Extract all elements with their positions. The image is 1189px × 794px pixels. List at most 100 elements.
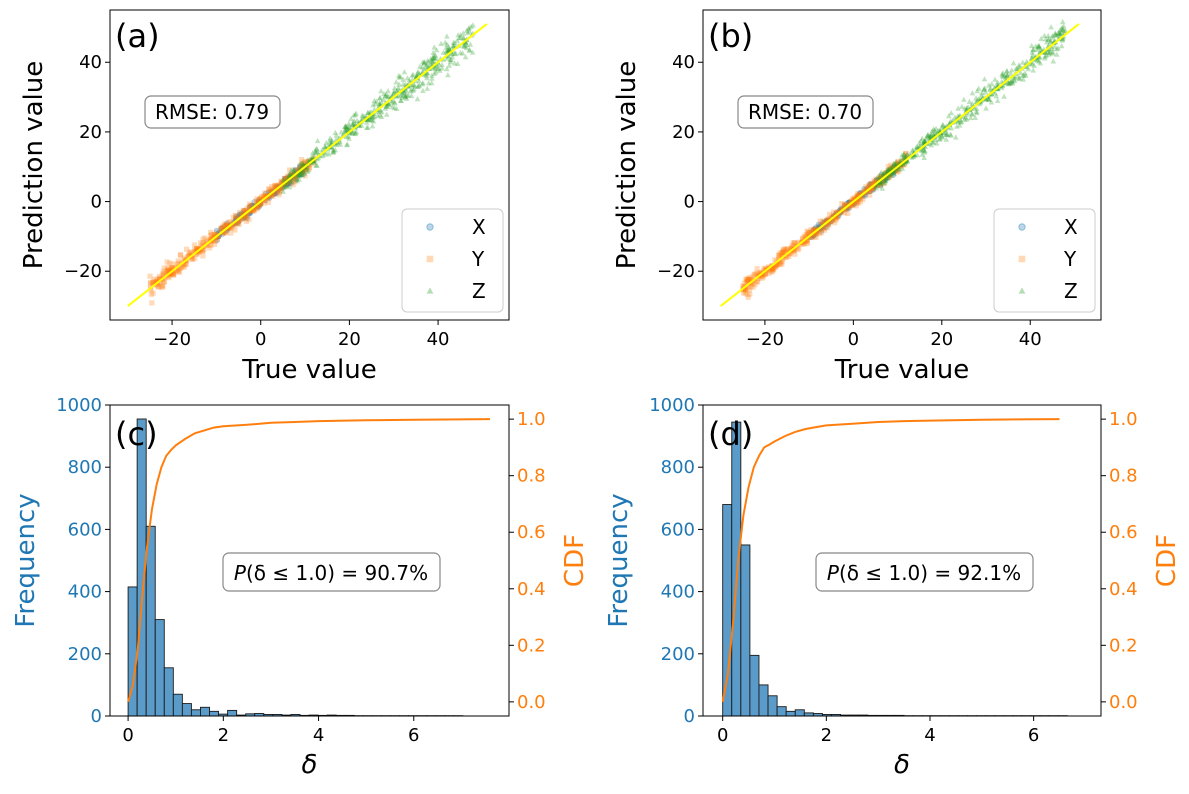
x-axis-label: True value [834,355,970,385]
x-tick-label: 40 [1019,329,1042,350]
legend-label-y: Y [471,247,485,271]
probability-annotation: P(δ ≤ 1.0) = 90.7% [234,561,428,585]
legend-box [402,209,503,312]
legend-label-x: X [1064,215,1078,239]
histogram-bar [741,545,750,716]
x-tick-label: 2 [218,725,229,746]
histogram-bar [759,685,768,716]
y-tick-label: 600 [68,519,102,540]
y2-tick-label: 0.0 [1109,692,1138,713]
rmse-annotation: RMSE: 0.79 [155,100,269,124]
y-tick-label: 200 [661,644,695,665]
y-tick-label: 800 [661,457,695,478]
point-y [266,200,271,205]
point-y [244,219,249,224]
probability-argument: (δ ≤ 1.0) [246,561,335,585]
x-tick-label: 6 [408,725,419,746]
point-y [746,295,751,300]
point-y [202,235,207,240]
x-tick-label: 40 [427,329,450,350]
panel-label: (d) [708,415,753,453]
histogram-bar [732,422,741,716]
histogram-bar [173,694,182,716]
legend-label-y: Y [1063,247,1077,271]
point-y [151,291,156,296]
legend-label-x: X [472,215,486,239]
x-tick-label: 0 [717,725,728,746]
x-tick-label: 0 [122,725,133,746]
legend-marker-x [427,224,433,230]
probability-argument: (δ ≤ 1.0) [839,561,928,585]
histogram-bar [723,505,732,716]
x-tick-label: 2 [821,725,832,746]
point-y [776,253,781,258]
point-y [208,230,213,235]
x-axis-label: True value [241,355,377,385]
y2-tick-label: 0.4 [1109,579,1138,600]
probability-symbol: P [234,561,247,585]
x-tick-label: 20 [930,329,953,350]
y-axis-label: Frequency [604,493,634,627]
y2-tick-label: 0.8 [517,466,546,487]
point-y [176,258,181,263]
x-axis-label: δ [302,750,318,780]
x-tick-label: 6 [1028,725,1039,746]
point-y [149,300,154,305]
point-y [743,290,748,295]
y-tick-label: 40 [672,52,695,73]
histogram-bar [182,704,191,716]
y-tick-label: 20 [672,122,695,143]
point-y [792,252,797,257]
x-tick-label: 4 [313,725,324,746]
histogram-bar [750,655,759,716]
point-y [247,202,252,207]
legend-marker-y [427,256,434,263]
legend-marker-x [1019,224,1025,230]
panel-label: (a) [115,17,160,55]
y2-axis-label: CDF [560,534,590,587]
y2-tick-label: 0.2 [517,635,546,656]
y-tick-label: 0 [91,706,102,727]
y-tick-label: 0 [684,192,695,213]
point-y [784,247,789,252]
point-y [755,266,760,271]
y-tick-label: 0 [684,706,695,727]
point-y [200,253,205,258]
histogram-bar [200,707,209,716]
probability-value: = 92.1% [928,561,1021,585]
y-tick-label: 800 [68,457,102,478]
legend-box [994,209,1095,312]
y2-tick-label: 1.0 [517,409,546,430]
y-tick-label: 400 [68,582,102,603]
y-tick-label: 40 [79,52,102,73]
y2-tick-label: 0.6 [1109,522,1138,543]
histogram-bar [146,526,155,716]
x-tick-label: −20 [153,329,191,350]
y2-tick-label: 0.0 [517,692,546,713]
y-tick-label: 1000 [56,395,102,416]
histogram-bar [777,707,786,716]
panel-label: (b) [708,17,753,55]
point-y [832,220,837,225]
y-axis-label: Prediction value [19,61,49,269]
y-tick-label: 0 [91,192,102,213]
point-y [839,201,844,206]
histogram-bar [795,710,804,716]
probability-annotation: P(δ ≤ 1.0) = 92.1% [827,561,1021,585]
point-y [165,259,170,264]
x-tick-label: 0 [255,329,266,350]
y-tick-label: 1000 [649,395,695,416]
histogram-bar [768,696,777,716]
y2-tick-label: 0.6 [517,522,546,543]
y-axis-label: Prediction value [612,61,642,269]
y2-tick-label: 0.2 [1109,635,1138,656]
rmse-annotation: RMSE: 0.70 [748,100,862,124]
y-tick-label: 20 [79,122,102,143]
x-tick-label: 20 [338,329,361,350]
point-y [160,271,165,276]
legend-label-z: Z [1064,279,1078,303]
panel-label: (c) [115,415,158,453]
x-tick-label: 0 [848,329,859,350]
x-tick-label: −20 [746,329,784,350]
